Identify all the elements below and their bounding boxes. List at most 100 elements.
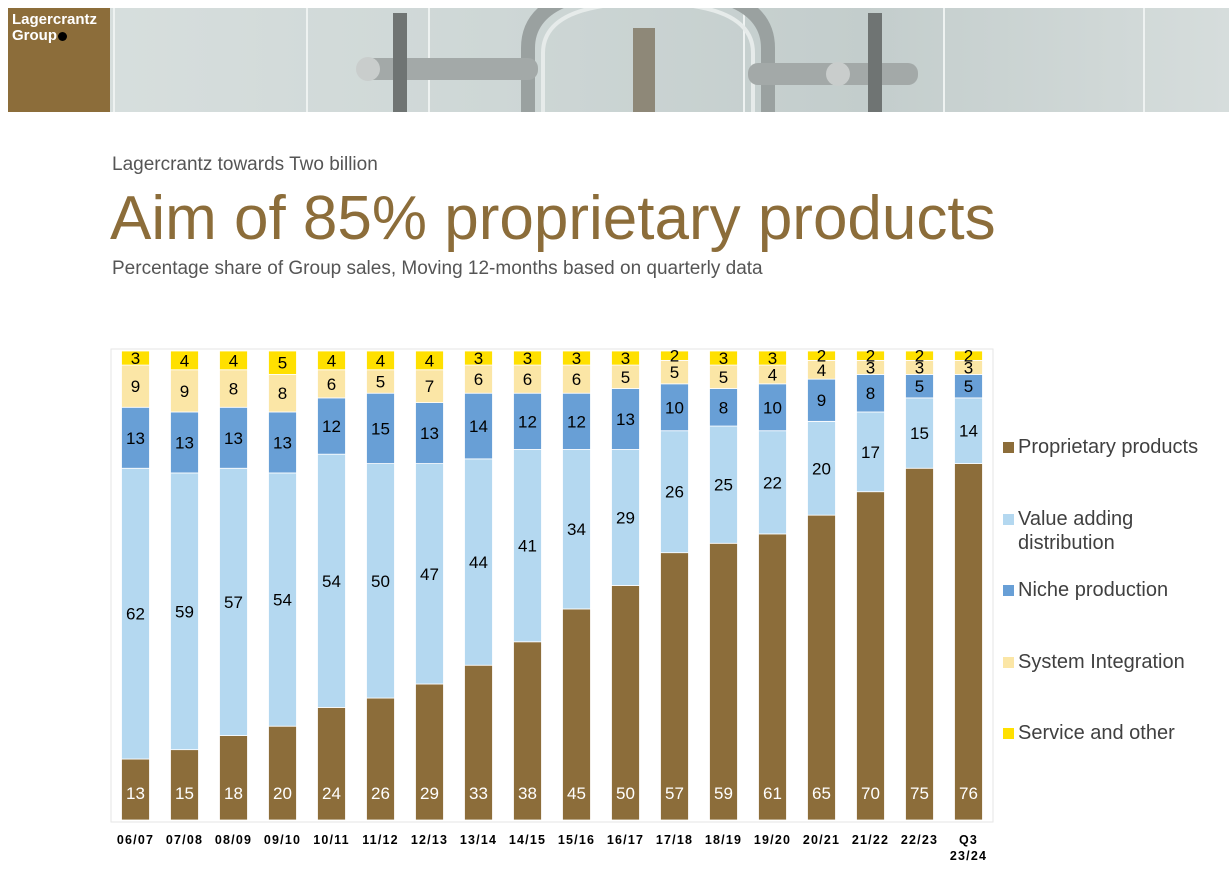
data-label: 14: [469, 417, 488, 436]
bar-segment: [121, 467, 150, 760]
bar-segment: [121, 364, 150, 408]
data-label: 6: [474, 370, 483, 389]
x-tick-label: 08/09: [215, 833, 252, 847]
data-label: 20: [273, 784, 292, 803]
header-banner-image: [8, 8, 1229, 112]
data-label: 3: [131, 349, 140, 368]
data-label: 8: [866, 384, 875, 403]
data-label: 4: [376, 351, 385, 370]
legend-swatch: [1003, 442, 1014, 453]
data-label: 50: [616, 784, 635, 803]
banner-panel-line: [306, 8, 308, 112]
x-tick-label: 20/21: [803, 833, 840, 847]
bar-segment: [807, 350, 836, 361]
bar-segment: [954, 463, 983, 821]
legend-label: System Integration: [1018, 651, 1185, 673]
data-label: 45: [567, 784, 586, 803]
data-label: 13: [616, 410, 635, 429]
bar-segment: [268, 725, 297, 821]
bar-segment: [807, 514, 836, 821]
bar-segment: [415, 683, 444, 821]
bar-segment: [170, 350, 199, 371]
data-label: 4: [817, 361, 826, 380]
bar-segment: [807, 420, 836, 516]
data-label: 3: [474, 349, 483, 368]
bar-segment: [317, 369, 346, 399]
bar-segment: [660, 430, 689, 554]
bar-segment: [170, 749, 199, 821]
bar-segment: [562, 350, 591, 366]
x-tick-label: 23/24: [950, 849, 987, 863]
logo-dot-icon: [58, 31, 67, 41]
bar-segment: [415, 402, 444, 464]
x-tick-label: 09/10: [264, 833, 301, 847]
data-label: 4: [229, 351, 238, 370]
x-tick-label: 10/11: [313, 833, 350, 847]
slide-subtitle: Percentage share of Group sales, Moving …: [112, 258, 763, 279]
data-label: 12: [322, 417, 341, 436]
data-label: 26: [665, 483, 684, 502]
data-label: 12: [567, 412, 586, 431]
bar-segment: [758, 383, 787, 432]
bar-segment: [268, 350, 297, 375]
data-label: 5: [719, 368, 728, 387]
data-label: 13: [126, 784, 145, 803]
data-label: 59: [714, 784, 733, 803]
bar-segment: [758, 350, 787, 366]
data-label: 26: [371, 784, 390, 803]
logo-line-1: Lagercrantz: [12, 11, 98, 28]
bar-segment: [905, 397, 934, 469]
data-label: 15: [175, 784, 194, 803]
data-label: 29: [420, 784, 439, 803]
bar-segment: [954, 397, 983, 464]
data-label: 5: [964, 377, 973, 396]
data-label: 15: [910, 424, 929, 443]
data-label: 2: [915, 347, 924, 366]
bar-segment: [709, 350, 738, 366]
data-label: 10: [665, 398, 684, 417]
data-label: 75: [910, 784, 929, 803]
data-label: 41: [518, 537, 537, 556]
banner-panel-line: [1143, 8, 1145, 112]
bar-segment: [660, 383, 689, 432]
bar-segment: [464, 664, 493, 821]
bar-segment: [170, 369, 199, 413]
chart-bars: 1362139315591394185713842054138524541264…: [121, 347, 983, 821]
data-label: 5: [915, 377, 924, 396]
data-label: 50: [371, 572, 390, 591]
data-label: 62: [126, 605, 145, 624]
legend-swatch: [1003, 514, 1014, 525]
data-label: 13: [175, 433, 194, 452]
data-label: 4: [327, 351, 336, 370]
x-tick-label: 12/13: [411, 833, 448, 847]
x-tick-label: 06/07: [117, 833, 154, 847]
bar-segment: [611, 585, 640, 821]
data-label: 10: [763, 398, 782, 417]
bar-segment: [562, 449, 591, 610]
logo-line-2: Group: [12, 28, 67, 44]
x-tick-label: 22/23: [901, 833, 938, 847]
data-label: 44: [469, 553, 488, 572]
data-label: 5: [376, 372, 385, 391]
bar-segment: [513, 350, 542, 366]
data-label: 8: [278, 384, 287, 403]
data-label: 24: [322, 784, 341, 803]
x-tick-label: 21/22: [852, 833, 889, 847]
bar-segment: [562, 608, 591, 821]
data-label: 3: [915, 358, 924, 377]
x-tick-label: 11/12: [362, 833, 399, 847]
banner-panel-line: [943, 8, 945, 112]
bar-segment: [121, 406, 150, 469]
data-label: 9: [131, 377, 140, 396]
bar-segment: [219, 735, 248, 821]
x-tick-label: 14/15: [509, 833, 546, 847]
x-tick-label: 15/16: [558, 833, 595, 847]
legend-swatch: [1003, 728, 1014, 739]
bar-segment: [562, 392, 591, 450]
data-label: 34: [567, 520, 586, 539]
slide-title: Aim of 85% proprietary products: [110, 184, 996, 253]
data-label: 17: [861, 443, 880, 462]
data-label: 65: [812, 784, 831, 803]
data-label: 13: [224, 429, 243, 448]
